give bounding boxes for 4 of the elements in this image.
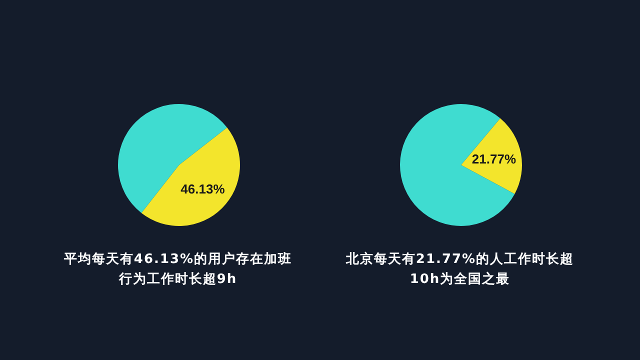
data-label: 21.77% [472,152,516,167]
text: 北京每天有21.77%的人工作时长超10h为全国之最 [345,250,575,289]
text: 平均每天有46.13%的用户存在加班行为工作时长超9h [63,250,293,289]
data-label: 46.13% [180,182,226,197]
